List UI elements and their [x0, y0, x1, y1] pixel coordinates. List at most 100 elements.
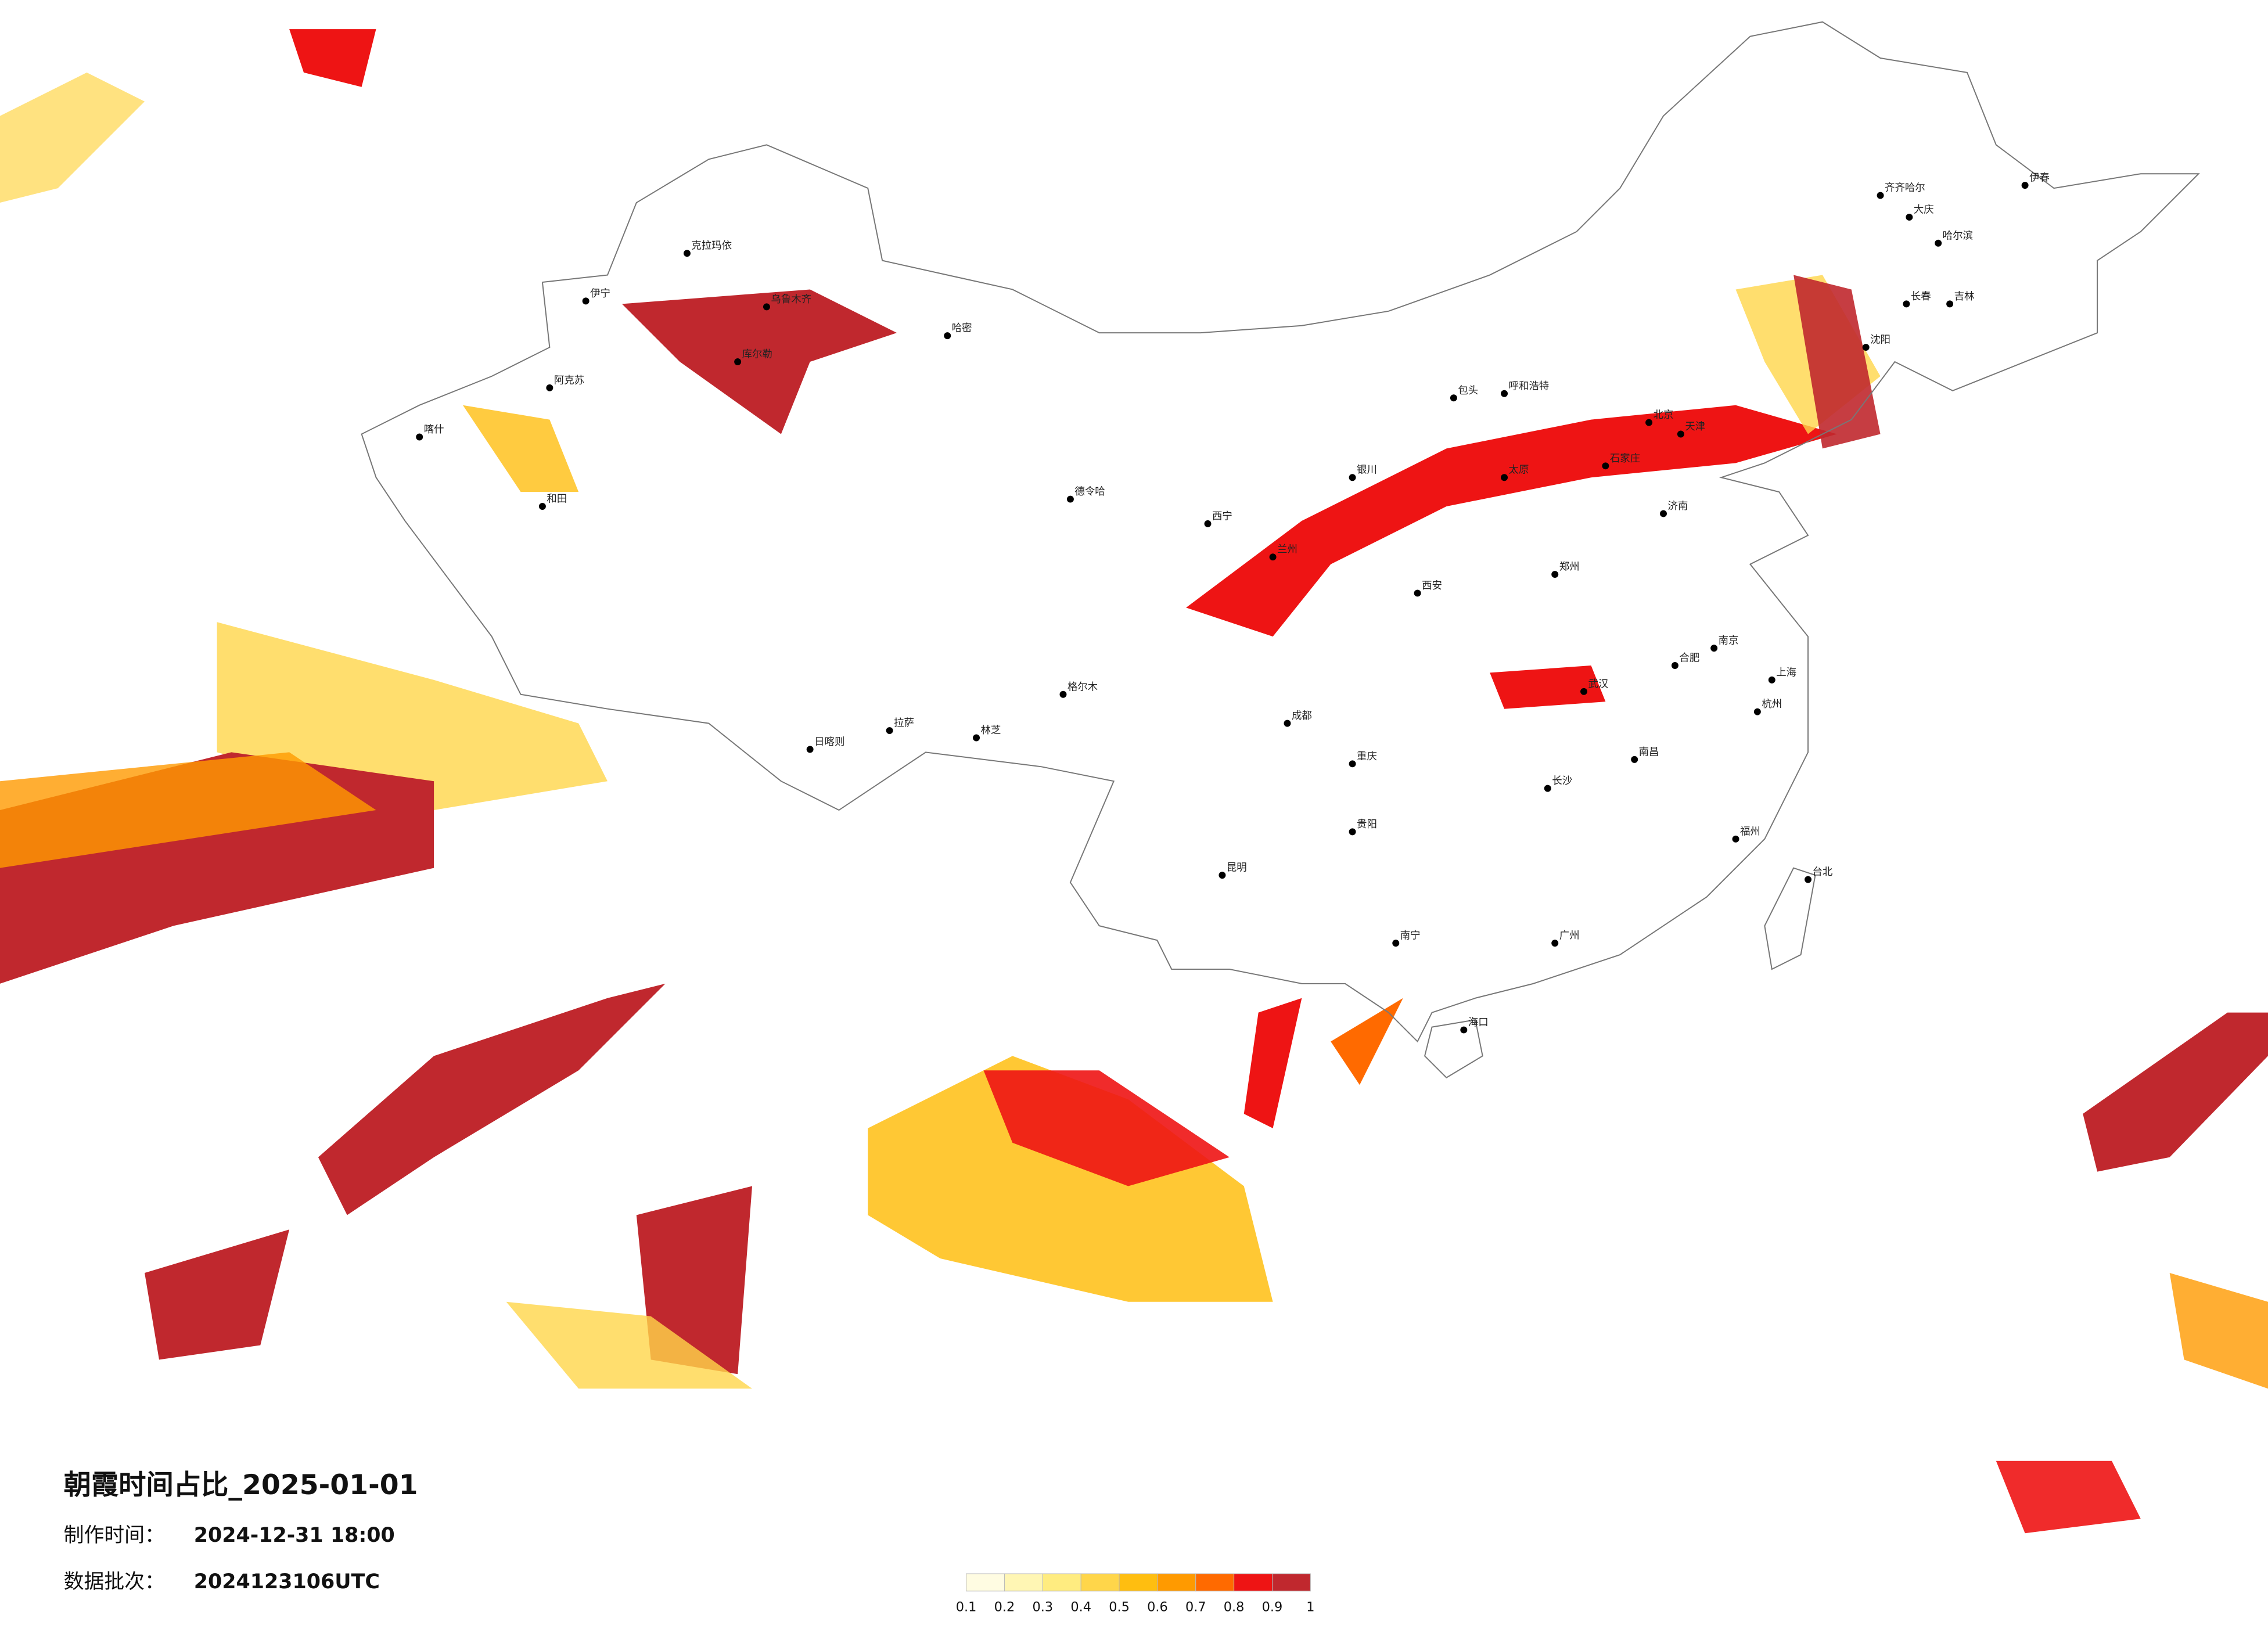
city-label: 广州 — [1559, 930, 1580, 942]
colorbar-tick-label: 0.2 — [994, 1600, 1015, 1615]
colorbar-tick-label: 0.6 — [1147, 1600, 1168, 1615]
city-dot — [1284, 720, 1291, 727]
colorbar-tick-label: 0.1 — [956, 1600, 977, 1615]
city-label: 郑州 — [1559, 562, 1580, 573]
city-dot — [1414, 589, 1421, 597]
city-dot — [1677, 430, 1684, 438]
city-label: 包头 — [1458, 385, 1478, 397]
city-dot — [763, 303, 770, 311]
city-label: 武汉 — [1588, 678, 1608, 690]
city-label: 贵阳 — [1357, 819, 1377, 830]
city-dot — [806, 746, 814, 753]
colorbar-swatch — [1004, 1573, 1043, 1592]
colorbar-swatch — [1195, 1573, 1235, 1592]
colorbar-tick-label: 1 — [1306, 1600, 1314, 1615]
city-label: 大庆 — [1914, 204, 1934, 215]
colorbar-tick-label: 0.7 — [1185, 1600, 1206, 1615]
city-dot — [1501, 390, 1508, 397]
city-dot — [944, 332, 951, 340]
city-dot — [1349, 828, 1356, 836]
colorbar-swatch — [1119, 1573, 1158, 1592]
city-label: 和田 — [547, 494, 567, 505]
batch-label: 数据批次： — [64, 1570, 165, 1593]
city-label: 福州 — [1740, 826, 1760, 837]
city-dot — [1450, 394, 1457, 402]
city-label: 喀什 — [424, 424, 444, 436]
city-dot — [1768, 676, 1775, 684]
made-time: 2024-12-31 18:00 — [194, 1524, 395, 1547]
city-dot — [1862, 344, 1870, 351]
city-dot — [546, 384, 553, 391]
city-label: 格尔木 — [1067, 681, 1098, 693]
city-dot — [538, 503, 546, 510]
city-label: 德令哈 — [1074, 486, 1105, 498]
city-dot — [1602, 462, 1609, 470]
map-title: 朝霞时间占比_2025-01-01 — [64, 1469, 418, 1501]
colorbar-swatch — [1234, 1573, 1273, 1592]
city-label: 林芝 — [981, 725, 1001, 736]
city-label: 上海 — [1776, 667, 1796, 678]
city-label: 台北 — [1813, 866, 1833, 878]
colorbar-tick-label: 0.3 — [1033, 1600, 1054, 1615]
city-dot — [1580, 688, 1588, 695]
city-dot — [1460, 1026, 1468, 1034]
city-dot — [1935, 239, 1942, 247]
city-label: 西宁 — [1212, 510, 1232, 522]
city-dot — [1501, 474, 1508, 481]
taiwan — [1764, 867, 1816, 970]
city-dot — [1906, 213, 1913, 221]
city-label: 太原 — [1509, 465, 1529, 476]
city-label: 西安 — [1422, 580, 1442, 592]
batch: 2024123106UTC — [194, 1570, 380, 1593]
city-label: 济南 — [1667, 501, 1688, 512]
city-dot — [973, 734, 980, 742]
city-dot — [1066, 495, 1074, 503]
colorbar-swatch — [1042, 1573, 1081, 1592]
city-label: 昆明 — [1227, 862, 1247, 874]
city-label: 乌鲁木齐 — [771, 294, 811, 305]
city-dot — [416, 433, 423, 441]
city-label: 伊春 — [2029, 172, 2050, 184]
city-dot — [2021, 182, 2029, 189]
colorbar-tick-label: 0.5 — [1109, 1600, 1130, 1615]
colorbar-swatch — [1271, 1573, 1311, 1592]
city-dot — [1671, 661, 1678, 669]
city-dot — [1269, 553, 1277, 561]
city-label: 库尔勒 — [742, 349, 772, 361]
city-label: 哈尔滨 — [1943, 230, 1973, 242]
city-dot — [1219, 872, 1226, 879]
city-dot — [734, 358, 742, 365]
city-dot — [1660, 510, 1667, 517]
city-label: 日喀则 — [814, 736, 844, 748]
city-label: 天津 — [1685, 421, 1705, 433]
colorbar: 0.1 0.2 0.3 0.4 0.5 0.6 0.7 0.8 0.9 1 — [956, 1573, 1314, 1615]
made-label: 制作时间： — [64, 1524, 165, 1547]
city-label: 合肥 — [1679, 653, 1699, 664]
colorbar-swatch — [1080, 1573, 1120, 1592]
city-label: 吉林 — [1954, 291, 1975, 303]
city-dot — [1204, 520, 1212, 527]
city-label: 成都 — [1292, 710, 1312, 722]
hainan — [1424, 1019, 1483, 1079]
city-label: 呼和浩特 — [1509, 380, 1550, 392]
city-dot — [1903, 300, 1910, 308]
city-dot — [1349, 474, 1356, 481]
city-label: 杭州 — [1762, 699, 1782, 710]
city-label: 长沙 — [1552, 775, 1572, 787]
city-dot — [1645, 419, 1653, 426]
city-dot — [1753, 708, 1761, 715]
colorbar-swatch — [1157, 1573, 1196, 1592]
city-label: 南宁 — [1400, 930, 1421, 942]
city-dot — [1631, 756, 1638, 763]
city-dot — [1877, 192, 1884, 199]
city-dot — [886, 727, 893, 735]
city-label: 长春 — [1911, 291, 1931, 303]
city-dot — [1710, 645, 1718, 652]
city-dot — [1732, 835, 1739, 843]
city-dot — [1392, 940, 1400, 947]
city-dot — [683, 250, 691, 257]
city-label: 克拉玛依 — [691, 240, 732, 252]
